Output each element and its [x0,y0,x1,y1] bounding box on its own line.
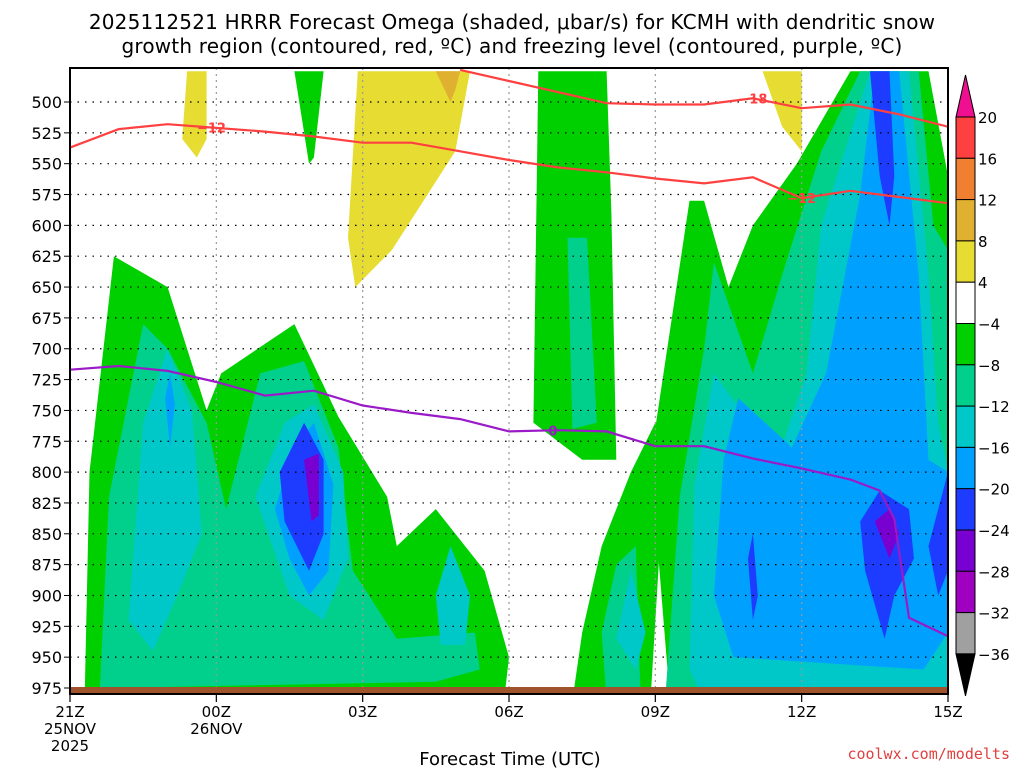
omega-shading [84,71,948,690]
y-tick-label: 875 [31,556,62,575]
omega-shaded-region [762,71,802,152]
y-tick-label: 650 [31,278,62,297]
contour-label: 0 [548,424,557,439]
contour-label: −12 [197,122,226,137]
colorbar-label: −20 [978,481,1010,499]
colorbar-label: 16 [978,150,997,168]
x-tick-label: 25NOV [44,720,97,738]
contour-lines [70,68,948,638]
x-tick-label: 09Z [641,703,670,721]
contour-labels: −12 −18 −12 0 [197,92,816,439]
y-tick-label: 975 [31,679,62,698]
contour-line-1 [459,68,948,128]
colorbar-segment [955,116,976,159]
colorbar-segment [955,281,976,325]
y-tick-label: 725 [31,371,62,390]
y-tick-label: 575 [31,186,62,205]
colorbar-segment [955,612,976,655]
y-tick-label: 550 [31,155,62,174]
colorbar-segment [955,240,976,283]
colorbar-segment [955,405,976,448]
y-tick-label: 925 [31,617,62,636]
colorbar: 20 16 12 8 4 −4 −8 −12 −16 −20 −24 −28 −32 −36 [955,74,1010,697]
y-tick-label: 825 [31,494,62,513]
colorbar-segment [955,529,976,572]
omega-shaded-region [182,71,207,158]
y-tick-label: 850 [31,525,62,544]
omega-shaded-region [616,570,646,670]
omega-shaded-region [348,71,470,288]
colorbar-arrow-top [955,74,976,118]
y-tick-label: 525 [31,124,62,143]
x-tick-label: 00Z [202,703,231,721]
x-axis-label: Forecast Time (UTC) [419,749,600,768]
ground-strip [70,687,948,694]
colorbar-label: 12 [978,192,997,210]
y-tick-label: 950 [31,648,62,667]
omega-shaded-region [435,71,461,102]
contour-label: −12 [787,192,816,207]
omega-shaded-region [567,237,597,429]
colorbar-segment [955,157,976,201]
colorbar-label: −8 [978,357,1000,375]
y-tick-label: 675 [31,309,62,328]
colorbar-segment [955,364,976,407]
colorbar-label: −4 [978,316,1000,334]
omega-shaded-region [128,348,202,651]
x-tick-label: 15Z [933,703,962,721]
colorbar-segment [955,570,976,614]
x-tick-label: 12Z [787,703,816,721]
y-tick-label: 625 [31,247,62,266]
colorbar-segment [955,446,976,490]
contour-line-0 [70,123,948,205]
y-tick-label: 600 [31,216,62,235]
colorbar-segment [955,488,976,531]
y-tick-label: 700 [31,340,62,359]
contour-label: −18 [738,92,767,107]
colorbar-arrow-bottom [955,653,976,697]
colorbar-label: 8 [978,233,988,251]
colorbar-segment [955,323,976,366]
y-axis: 500 525 550 575 600 625 650 675 700 725 750 775 800 8… [31,93,70,698]
colorbar-label: −12 [978,398,1010,416]
colorbar-label: 20 [978,109,997,127]
colorbar-label: −28 [978,563,1010,581]
colorbar-label: −36 [978,646,1010,664]
x-tick-label: 2025 [51,737,89,755]
colorbar-label: 4 [978,274,988,292]
x-tick-label: 06Z [494,703,523,721]
x-tick-label: 03Z [348,703,377,721]
colorbar-label: −16 [978,439,1010,457]
omega-shaded-region [165,373,175,448]
colorbar-segment [955,199,976,242]
omega-shaded-region [860,490,914,639]
y-tick-label: 775 [31,432,62,451]
y-tick-label: 750 [31,401,62,420]
credit-text: coolwx.com/modelts [847,745,1010,763]
omega-shaded-region [874,509,900,559]
y-tick-label: 500 [31,93,62,112]
colorbar-label: −32 [978,605,1010,623]
chart-title-line-2: growth region (contoured, red, ºC) and f… [121,34,903,58]
x-tick-label: 26NOV [190,720,243,738]
y-tick-label: 800 [31,463,62,482]
x-tick-label: 21Z [55,703,84,721]
contour-line-2 [70,364,948,638]
omega-shaded-region [304,453,319,522]
omega-shaded-region [294,71,324,164]
y-tick-label: 900 [31,586,62,605]
colorbar-label: −24 [978,522,1010,540]
chart-title-line-1: 2025112521 HRRR Forecast Omega (shaded, … [88,10,936,34]
omega-shaded-region [748,533,758,621]
